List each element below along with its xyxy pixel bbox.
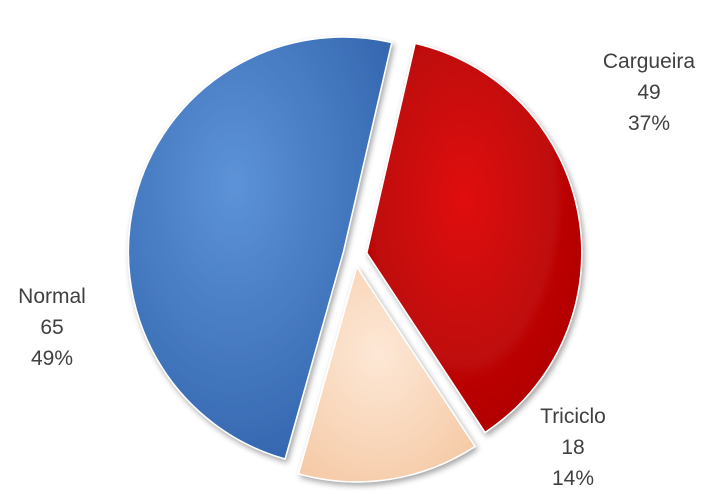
slice-label-percent: 14% — [551, 467, 595, 490]
slice-label-triciclo: Triciclo 18 14% — [528, 401, 618, 494]
slice-label-name: Triciclo — [540, 405, 606, 428]
pie-slice-cargueira — [366, 42, 583, 434]
slice-label-value: 49 — [637, 81, 661, 104]
slice-label-normal: Normal 65 49% — [0, 281, 104, 374]
slice-label-name: Normal — [18, 285, 86, 308]
slice-label-name: Cargueira — [602, 50, 696, 73]
slice-label-value: 18 — [561, 436, 585, 459]
slice-label-percent: 37% — [627, 112, 671, 135]
pie-slice-triciclo — [297, 265, 477, 483]
slice-label-percent: 49% — [30, 347, 74, 370]
slice-label-cargueira: Cargueira 49 37% — [594, 46, 704, 139]
slice-label-value: 65 — [40, 316, 64, 339]
pie-slice-normal — [127, 36, 393, 460]
